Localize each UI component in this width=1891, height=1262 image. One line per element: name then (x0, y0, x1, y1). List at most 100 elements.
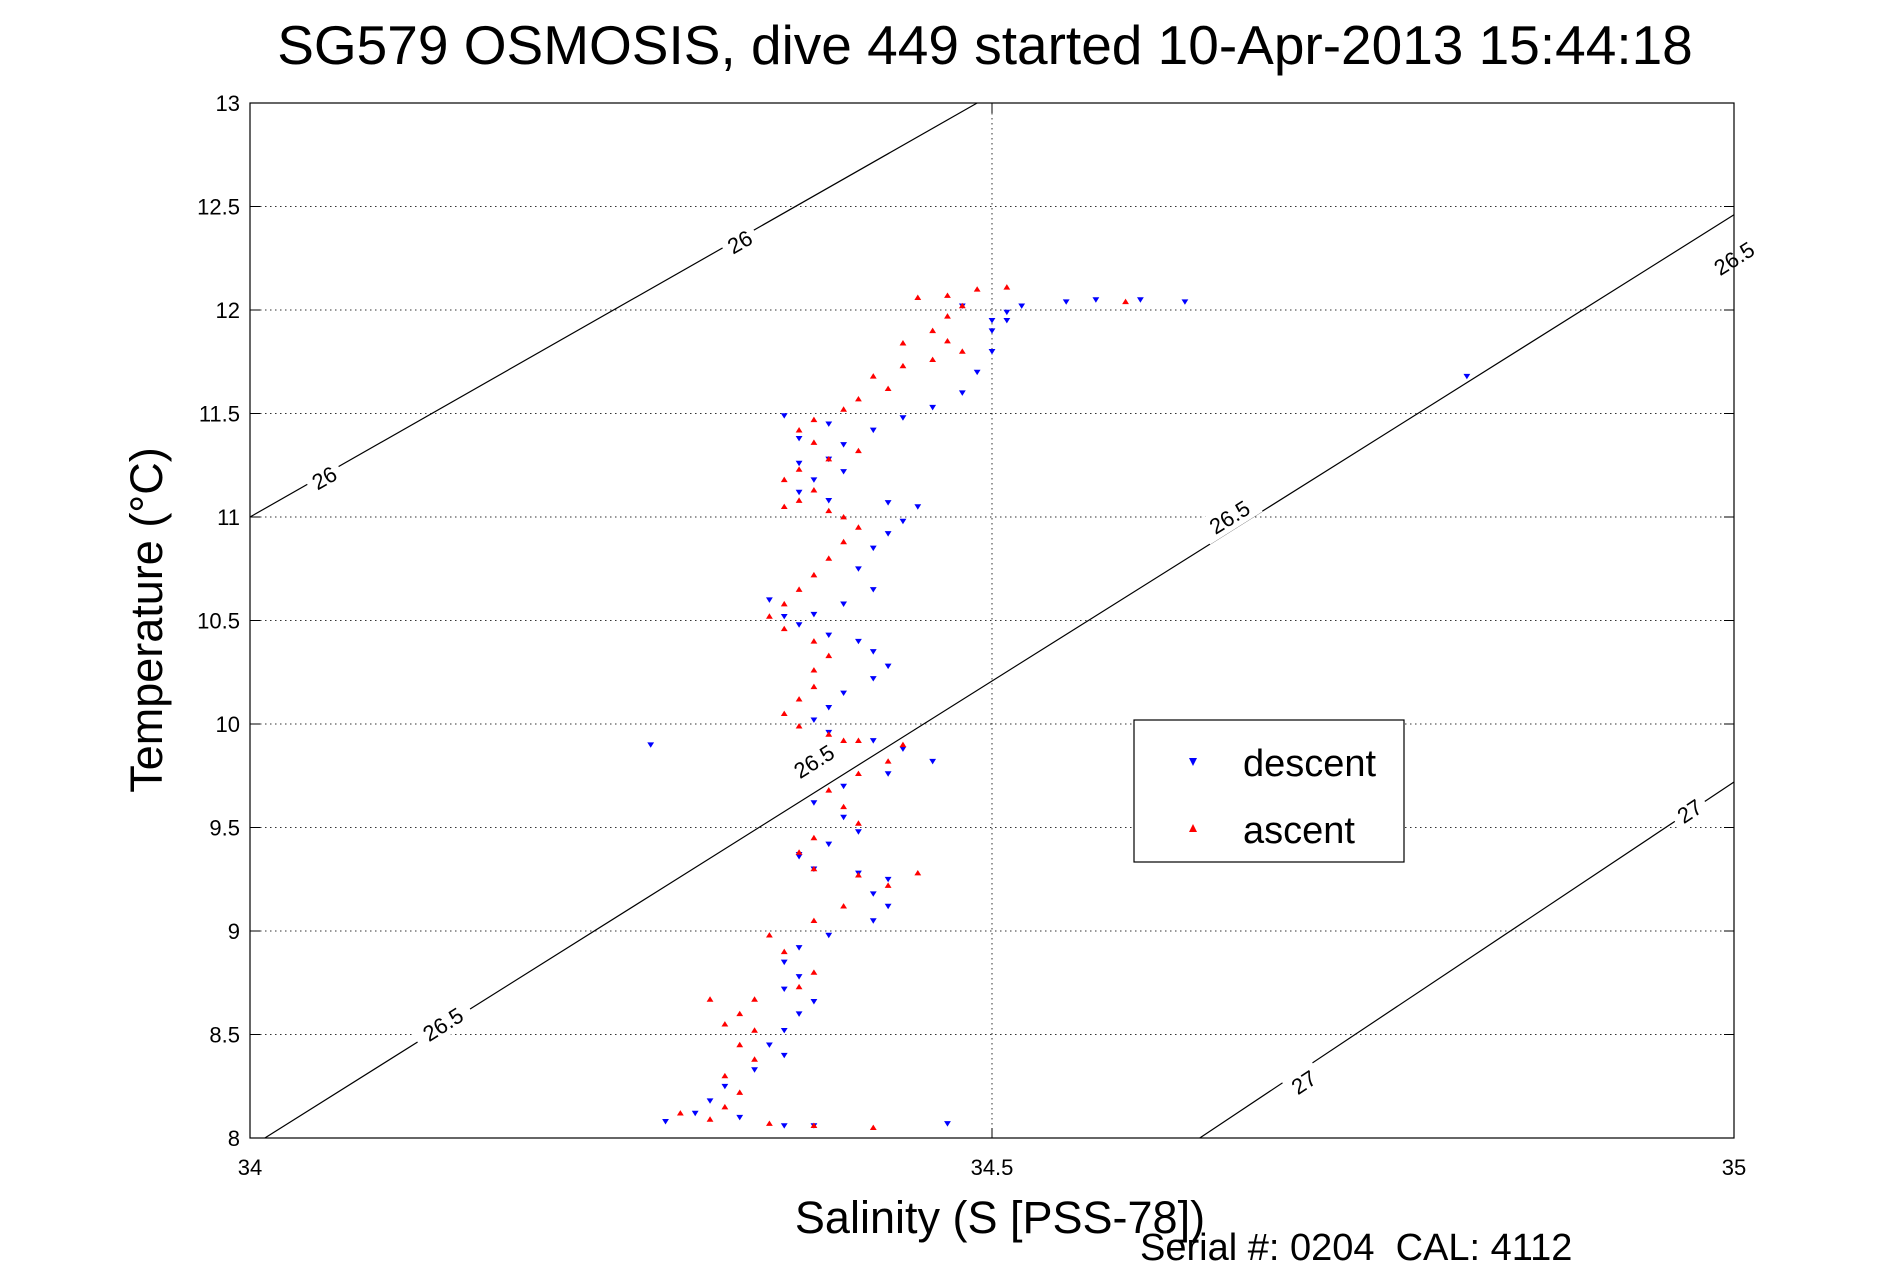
ascent-point (795, 983, 803, 990)
ascent-point (810, 439, 818, 445)
ascent-point (810, 1122, 818, 1128)
descent-point (884, 500, 892, 506)
descent-point (855, 566, 862, 572)
ascent-point (840, 737, 847, 743)
descent-point (869, 649, 877, 655)
descent-point (780, 1123, 788, 1129)
descent-point (958, 390, 966, 396)
descent-point (810, 717, 818, 723)
ascent-point (973, 286, 981, 292)
ascent-point (914, 294, 922, 300)
ascent-point (795, 586, 803, 592)
descent-point (691, 1110, 699, 1117)
x-tick-label: 35 (1722, 1155, 1746, 1180)
ascent-point (1122, 298, 1129, 305)
ascent-point (810, 834, 818, 841)
ascent-point (780, 710, 788, 717)
descent-point (944, 1121, 951, 1127)
ascent-point (780, 948, 788, 955)
y-axis-label: Temperature (°C) (121, 447, 172, 793)
legend-descent-label: descent (1243, 743, 1377, 785)
ascent-point (751, 1056, 758, 1062)
ascent-point (736, 1089, 744, 1095)
ascent-point (899, 340, 907, 346)
ascent-point (840, 903, 847, 909)
ascent-point (736, 1010, 744, 1017)
ascent-point (810, 683, 818, 690)
ascent-point (766, 1120, 773, 1126)
descent-point (795, 974, 803, 980)
descent-point (706, 1098, 714, 1104)
descent-point (825, 841, 833, 848)
ascent-point (869, 373, 877, 379)
y-tick-label: 8 (228, 1126, 240, 1151)
y-tick-label: 9 (228, 919, 240, 944)
y-tick-label: 12 (216, 298, 240, 323)
y-tick-label: 12.5 (197, 195, 240, 220)
density-contour-line (264, 214, 1735, 1139)
ascent-point (795, 466, 803, 472)
chart-title: SG579 OSMOSIS, dive 449 started 10-Apr-2… (277, 14, 1693, 76)
descent-point (840, 469, 847, 475)
descent-point (929, 404, 937, 411)
ascent-point (780, 503, 788, 510)
y-tick-label: 10.5 (197, 609, 240, 634)
ascent-point (780, 476, 788, 483)
contour-label-bg (409, 996, 477, 1052)
legend-ascent-label: ascent (1243, 810, 1355, 852)
ascent-point (855, 770, 862, 777)
descent-point (780, 986, 788, 993)
ascent-point (751, 1027, 758, 1033)
ascent-point (825, 455, 833, 462)
descent-point (780, 1052, 788, 1059)
descent-point (840, 601, 847, 607)
descent-point (988, 317, 996, 324)
y-tick-label: 11 (217, 505, 240, 530)
ascent-point (855, 820, 862, 826)
contour-label-bg (717, 221, 762, 262)
descent-point (840, 442, 847, 448)
descent-point (1092, 297, 1100, 303)
plot-area (250, 103, 1734, 1138)
descent-point (795, 460, 803, 467)
ascent-point (884, 882, 892, 888)
ascent-point (810, 667, 818, 673)
descent-point (884, 771, 892, 777)
descent-point (647, 742, 655, 748)
ascent-point (810, 638, 818, 644)
ascent-point (855, 524, 862, 530)
ascent-point (899, 362, 907, 369)
descent-point (1003, 309, 1011, 316)
descent-point (1018, 303, 1026, 309)
y-tick-label: 8.5 (209, 1023, 240, 1048)
contour-label-bg (302, 457, 347, 498)
ascent-point (766, 932, 773, 938)
plot-frame (249, 102, 1735, 1139)
ascent-point (810, 865, 818, 872)
descent-point (884, 663, 892, 670)
descent-point (780, 959, 788, 966)
descent-point (869, 587, 877, 593)
descent-point (899, 415, 907, 421)
ascent-point (855, 737, 862, 743)
ascent-point (825, 507, 833, 514)
descent-point (840, 814, 847, 821)
contour-label-bg (1281, 1061, 1326, 1103)
ascent-point (825, 555, 833, 561)
ascent-point (676, 1110, 684, 1116)
descent-point (1062, 299, 1070, 305)
descent-point (869, 738, 877, 744)
descent-point (973, 369, 981, 376)
descent-point (780, 413, 788, 419)
descent-point (1181, 299, 1189, 305)
ascent-point (795, 497, 803, 503)
descent-point (825, 632, 833, 639)
descent-point (810, 611, 818, 618)
ascent-point (840, 803, 847, 810)
descent-point (662, 1119, 669, 1125)
contour-label-bg (1667, 790, 1712, 832)
legend-descent-marker (1189, 758, 1197, 766)
ascent-point (810, 969, 818, 975)
descent-point (810, 477, 818, 483)
descent-point (795, 489, 803, 496)
